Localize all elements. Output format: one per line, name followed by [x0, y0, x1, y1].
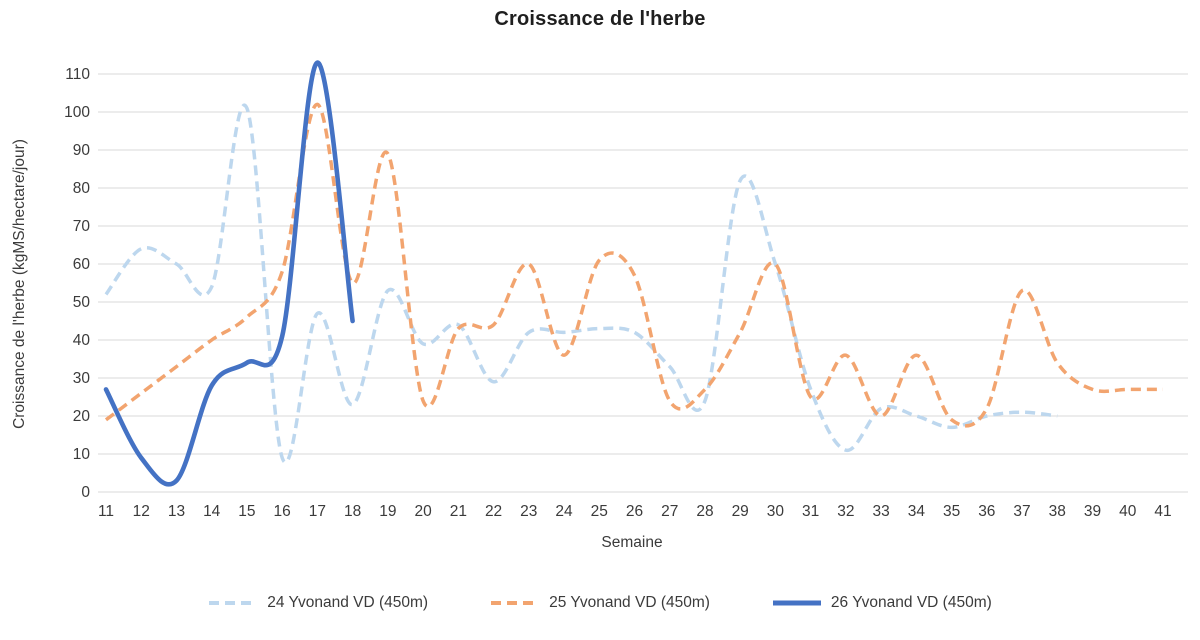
svg-text:30: 30 [767, 503, 785, 520]
solid-line-swatch-icon [772, 600, 821, 606]
svg-text:31: 31 [802, 503, 819, 520]
svg-text:41: 41 [1154, 503, 1171, 520]
y-axis-tick-labels: 0 10 20 30 40 50 60 70 80 90 100 110 [64, 66, 90, 501]
chart-legend: 24 Yvonand VD (450m) 25 Yvonand VD (450m… [0, 594, 1200, 612]
x-axis-title: Semaine [601, 534, 663, 551]
svg-text:37: 37 [1013, 503, 1030, 520]
svg-text:39: 39 [1084, 503, 1101, 520]
svg-text:29: 29 [732, 503, 749, 520]
legend-item-25-yvonand: 25 Yvonand VD (450m) [490, 594, 710, 612]
svg-text:16: 16 [274, 503, 291, 520]
legend-label: 26 Yvonand VD (450m) [830, 594, 992, 611]
svg-text:40: 40 [73, 332, 91, 349]
svg-text:14: 14 [203, 503, 221, 520]
gridlines [98, 73, 1188, 493]
svg-text:36: 36 [978, 503, 995, 520]
svg-text:10: 10 [73, 446, 91, 463]
legend-item-26-yvonand: 26 Yvonand VD (450m) [772, 594, 992, 612]
svg-text:27: 27 [661, 503, 678, 520]
svg-text:35: 35 [943, 503, 960, 520]
x-axis-tick-labels: 11 12 13 14 15 16 17 18 19 20 21 22 23 24 25 26 27 28 29 30… [98, 503, 1172, 520]
svg-text:26: 26 [626, 503, 643, 520]
y-axis-title: Croissance de l'herbe (kgMS/hectare/jour… [11, 139, 28, 429]
svg-text:25: 25 [591, 503, 608, 520]
svg-text:15: 15 [238, 503, 255, 520]
svg-text:80: 80 [73, 180, 91, 197]
chart-title: Croissance de l'herbe [494, 8, 706, 30]
svg-text:12: 12 [133, 503, 150, 520]
svg-text:11: 11 [98, 503, 114, 520]
svg-text:23: 23 [520, 503, 537, 520]
svg-text:28: 28 [696, 503, 713, 520]
dashed-line-swatch-icon [491, 601, 540, 605]
svg-text:60: 60 [73, 256, 91, 273]
svg-text:38: 38 [1049, 503, 1066, 520]
svg-text:20: 20 [414, 503, 432, 520]
svg-text:18: 18 [344, 503, 361, 520]
svg-text:34: 34 [908, 503, 926, 520]
svg-text:0: 0 [81, 484, 90, 501]
svg-text:22: 22 [485, 503, 502, 520]
svg-text:20: 20 [73, 408, 91, 425]
svg-text:40: 40 [1119, 503, 1137, 520]
series-line-26 [103, 60, 355, 487]
svg-text:21: 21 [450, 503, 467, 520]
svg-text:100: 100 [64, 104, 90, 121]
svg-text:13: 13 [168, 503, 185, 520]
svg-text:33: 33 [873, 503, 890, 520]
legend-item-24-yvonand: 24 Yvonand VD (450m) [208, 594, 428, 612]
svg-text:70: 70 [73, 218, 91, 235]
svg-text:30: 30 [73, 370, 91, 387]
svg-text:19: 19 [379, 503, 396, 520]
svg-text:24: 24 [555, 503, 573, 520]
svg-text:110: 110 [65, 66, 90, 83]
dashed-line-swatch-icon [209, 601, 258, 605]
series-line-24 [104, 103, 1058, 464]
legend-label: 25 Yvonand VD (450m) [549, 594, 710, 611]
svg-text:17: 17 [309, 503, 326, 520]
svg-text:50: 50 [73, 294, 91, 311]
legend-label: 24 Yvonand VD (450m) [267, 594, 429, 611]
svg-text:32: 32 [837, 503, 854, 520]
svg-text:90: 90 [73, 142, 91, 159]
